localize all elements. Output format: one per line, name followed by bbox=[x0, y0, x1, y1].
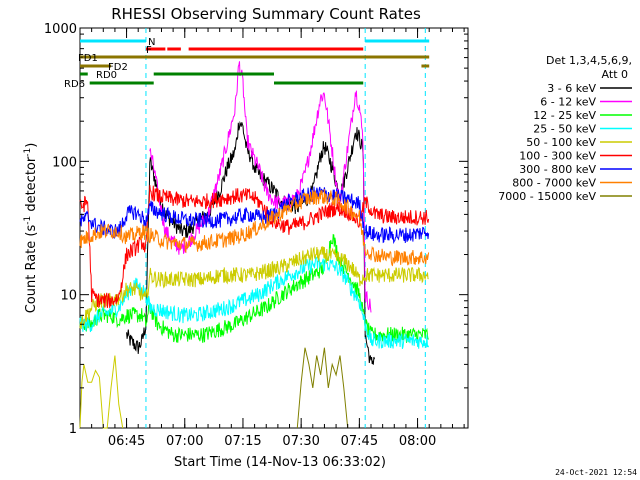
x-tick-label: 07:45 bbox=[341, 434, 378, 449]
attenuator-info: Att 0 bbox=[602, 68, 628, 81]
y-tick-label: 10 bbox=[60, 289, 77, 304]
flag-label-night: N bbox=[148, 37, 155, 48]
x-axis-label: Start Time (14-Nov-13 06:33:02) bbox=[174, 455, 386, 470]
flag-label-fd2: FD2 bbox=[108, 62, 128, 73]
legend-label-9: 7000 - 15000 keV bbox=[498, 190, 596, 203]
flag-label-fd1: FD1 bbox=[78, 53, 98, 64]
plot-content bbox=[79, 28, 430, 429]
low-count-trace bbox=[79, 355, 124, 429]
y-tick-label: 100 bbox=[52, 155, 77, 170]
flag-label-rd0: RD0 bbox=[96, 70, 117, 81]
y-tick-label: 1 bbox=[69, 422, 77, 437]
y-axis: 1 10 100 1000 bbox=[44, 22, 468, 437]
legend-label-1: 3 - 6 keV bbox=[547, 82, 596, 95]
x-axis: 06:45 07:00 07:15 07:30 07:45 08:00 bbox=[91, 28, 465, 449]
legend-label-7: 300 - 800 keV bbox=[519, 163, 596, 176]
legend-label-6: 100 - 300 keV bbox=[519, 150, 596, 163]
series-line-6 bbox=[79, 185, 430, 308]
series-line-8 bbox=[79, 189, 430, 267]
x-tick-label: 07:00 bbox=[166, 434, 203, 449]
series-line-7 bbox=[79, 186, 430, 245]
x-tick-label: 06:45 bbox=[108, 434, 145, 449]
x-tick-label: 08:00 bbox=[399, 434, 436, 449]
y-tick-label: 1000 bbox=[44, 22, 77, 37]
plot-frame bbox=[79, 27, 469, 429]
timestamp: 24-Oct-2021 12:54 bbox=[555, 468, 637, 477]
series-line-5 bbox=[79, 245, 429, 329]
legend-label-4: 25 - 50 keV bbox=[533, 123, 596, 136]
flag-label-flare: F bbox=[146, 45, 152, 56]
detector-info: Det 1,3,4,5,6,9, bbox=[546, 54, 632, 67]
legend-label-5: 50 - 100 keV bbox=[526, 136, 596, 149]
legend-label-3: 12 - 25 keV bbox=[533, 109, 596, 122]
chart-title: RHESSI Observing Summary Count Rates bbox=[111, 5, 421, 23]
x-tick-label: 07:15 bbox=[224, 434, 261, 449]
flag-label-rd6: RD6 bbox=[64, 79, 85, 90]
series-line-3 bbox=[79, 233, 429, 344]
y-axis-label: Count Rate (s-1 detector-1) bbox=[23, 143, 39, 314]
legend-label-8: 800 - 7000 keV bbox=[512, 177, 596, 190]
legend-label-2: 6 - 12 keV bbox=[540, 96, 596, 109]
low-count-trace bbox=[296, 347, 349, 429]
x-tick-label: 07:30 bbox=[282, 434, 319, 449]
